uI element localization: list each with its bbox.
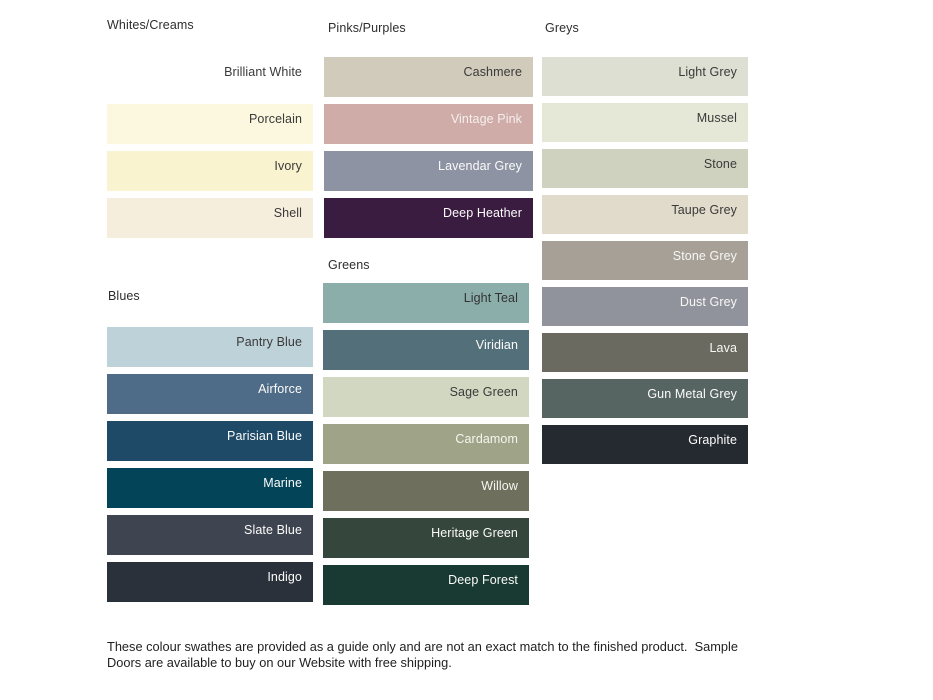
section-header-greens: Greens	[328, 258, 370, 272]
swatch-label: Light Grey	[678, 65, 737, 79]
swatch-lavendar-grey: Lavendar Grey	[324, 151, 533, 191]
swatch-label: Stone Grey	[672, 249, 737, 263]
swatch-willow: Willow	[323, 471, 529, 511]
swatch-brilliant-white: Brilliant White	[107, 57, 313, 97]
swatch-label: Vintage Pink	[450, 112, 522, 126]
swatch-deep-heather: Deep Heather	[324, 198, 533, 238]
section-header-greys: Greys	[545, 21, 579, 35]
swatch-label: Ivory	[274, 159, 302, 173]
swatch-vintage-pink: Vintage Pink	[324, 104, 533, 144]
swatch-list-pinks-purples: Cashmere Vintage Pink Lavendar Grey Deep He…	[324, 57, 533, 245]
swatch-label: Deep Forest	[448, 573, 518, 587]
swatch-label: Heritage Green	[431, 526, 518, 540]
swatch-label: Stone	[703, 157, 737, 171]
swatch-label: Dust Grey	[679, 295, 737, 309]
swatch-shell: Shell	[107, 198, 313, 238]
swatch-sage-green: Sage Green	[323, 377, 529, 417]
swatch-label: Deep Heather	[442, 206, 522, 220]
swatch-cardamom: Cardamom	[323, 424, 529, 464]
swatch-label: Viridian	[475, 338, 518, 352]
swatch-taupe-grey: Taupe Grey	[542, 195, 748, 234]
swatch-label: Slate Blue	[244, 523, 302, 537]
swatch-label: Marine	[263, 476, 302, 490]
swatch-light-teal: Light Teal	[323, 283, 529, 323]
swatch-label: Gun Metal Grey	[647, 387, 737, 401]
swatch-label: Sage Green	[449, 385, 518, 399]
swatch-mussel: Mussel	[542, 103, 748, 142]
swatch-label: Willow	[481, 479, 518, 493]
swatch-graphite: Graphite	[542, 425, 748, 464]
swatch-heritage-green: Heritage Green	[323, 518, 529, 558]
swatch-list-greys: Light Grey Mussel Stone Taupe Grey Stone Gre…	[542, 57, 748, 471]
swatch-label: Graphite	[688, 433, 737, 447]
section-header-whites-creams: Whites/Creams	[107, 18, 194, 32]
swatch-airforce: Airforce	[107, 374, 313, 414]
swatch-label: Light Teal	[463, 291, 518, 305]
swatch-label: Shell	[273, 206, 302, 220]
swatch-porcelain: Porcelain	[107, 104, 313, 144]
swatch-list-whites-creams: Brilliant White Porcelain Ivory Shell	[107, 57, 313, 245]
swatch-pantry-blue: Pantry Blue	[107, 327, 313, 367]
swatch-label: Taupe Grey	[671, 203, 737, 217]
swatch-label: Indigo	[267, 570, 302, 584]
swatch-gun-metal-grey: Gun Metal Grey	[542, 379, 748, 418]
swatch-slate-blue: Slate Blue	[107, 515, 313, 555]
section-header-blues: Blues	[108, 289, 140, 303]
swatch-dust-grey: Dust Grey	[542, 287, 748, 326]
swatch-stone-grey: Stone Grey	[542, 241, 748, 280]
swatch-label: Pantry Blue	[236, 335, 302, 349]
swatch-label: Lava	[709, 341, 737, 355]
swatch-label: Porcelain	[248, 112, 302, 126]
swatch-cashmere: Cashmere	[324, 57, 533, 97]
swatch-list-greens: Light Teal Viridian Sage Green Cardamom Will…	[323, 283, 529, 612]
swatch-lava: Lava	[542, 333, 748, 372]
swatch-label: Parisian Blue	[227, 429, 302, 443]
swatch-light-grey: Light Grey	[542, 57, 748, 96]
swatch-label: Lavendar Grey	[438, 159, 522, 173]
swatch-label: Cashmere	[463, 65, 522, 79]
swatch-viridian: Viridian	[323, 330, 529, 370]
disclaimer-text: These colour swathes are provided as a g…	[107, 639, 742, 670]
swatch-label: Cardamom	[455, 432, 518, 446]
swatch-label: Mussel	[696, 111, 737, 125]
swatch-stone: Stone	[542, 149, 748, 188]
swatch-deep-forest: Deep Forest	[323, 565, 529, 605]
swatch-list-blues: Pantry Blue Airforce Parisian Blue Marine Sl…	[107, 327, 313, 609]
swatch-label: Airforce	[258, 382, 302, 396]
swatch-label: Brilliant White	[224, 65, 302, 79]
section-header-pinks-purples: Pinks/Purples	[328, 21, 406, 35]
swatch-marine: Marine	[107, 468, 313, 508]
swatch-indigo: Indigo	[107, 562, 313, 602]
swatch-parisian-blue: Parisian Blue	[107, 421, 313, 461]
swatch-ivory: Ivory	[107, 151, 313, 191]
